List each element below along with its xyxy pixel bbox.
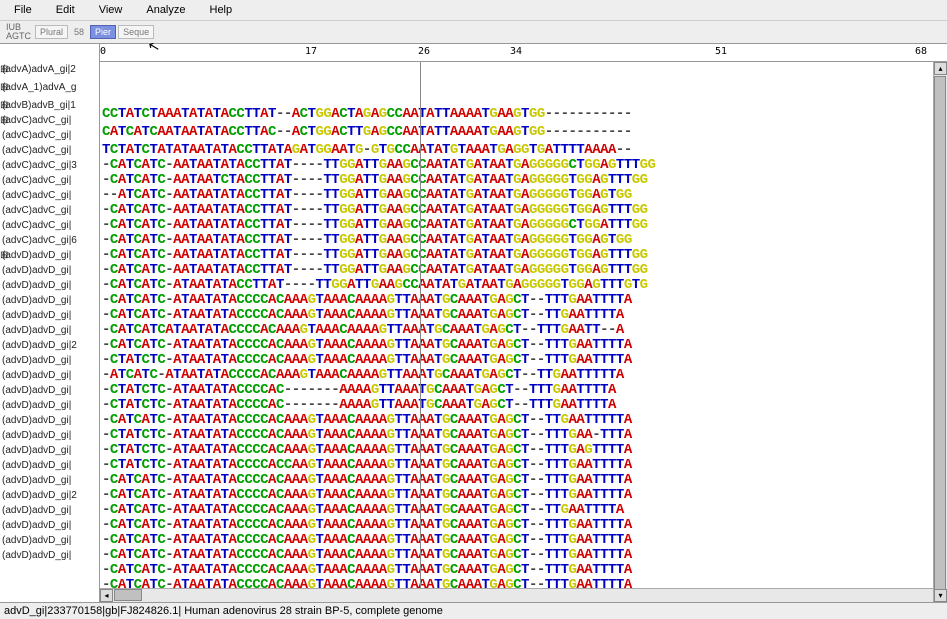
alignment-column: 0 17 26 34 51 68 CCTATCTAAATATATACCTTAT--ACTG… xyxy=(100,44,947,602)
scroll-v-thumb[interactable] xyxy=(934,76,946,602)
sequence-row[interactable]: -CATCATC-AATAATATACCTTAT----TTGGATTGAAGC… xyxy=(102,203,947,218)
sequence-label[interactable]: (advD)advD_gi| xyxy=(0,458,99,473)
sequence-row[interactable]: -CATCATC-ATAATATACCTTAT----TTGGATTGAAGCC… xyxy=(102,278,947,293)
menu-edit[interactable]: Edit xyxy=(46,2,85,18)
sequence-row[interactable]: -CATCATC-AATAATATACCTTAT----TTGGATTGAAGC… xyxy=(102,218,947,233)
toolbar-btn-pier[interactable]: Pier xyxy=(90,25,116,39)
sequence-label[interactable]: (advD)advD_gi| xyxy=(0,533,99,548)
ruler-tick: 51 xyxy=(715,46,727,57)
status-bar: advD_gi|233770158|gb|FJ824826.1| Human a… xyxy=(0,602,947,619)
sequence-row[interactable]: TCTATCTATATAATATACCTTATAGATGGAATG-GTGCCA… xyxy=(102,143,947,158)
horizontal-scrollbar[interactable]: ◂ ▸ xyxy=(100,588,947,602)
sequence-row[interactable]: -CTATCTC-ATAATATACCCCACAAAGTAAACAAAAGTTA… xyxy=(102,353,947,368)
sequence-label[interactable]: (advD)advD_gi| xyxy=(0,428,99,443)
sequence-row[interactable]: -CATCATC-ATAATATACCCCACAAAGTAAACAAAAGTTA… xyxy=(102,413,947,428)
sequence-row[interactable]: -CATCATC-ATAATATACCCCACAAAGTAAACAAAAGTTA… xyxy=(102,473,947,488)
sequence-row[interactable]: -CTATCTC-ATAATATACCCCACAAAGTAAACAAAAGTTA… xyxy=(102,443,947,458)
sequence-row[interactable]: -CATCATC-AATAATATACCTTAT----TTGGATTGAAGC… xyxy=(102,248,947,263)
sequence-label[interactable]: (advD)advD_gi| xyxy=(0,248,99,263)
mode-label: IUB AGTC xyxy=(6,23,31,41)
sequence-label[interactable]: (advD)advD_gi| xyxy=(0,413,99,428)
sequence-row[interactable]: -CATCATC-ATAATATACCCCACAAAGTAAACAAAAGTTA… xyxy=(102,503,947,518)
menu-file[interactable]: File xyxy=(4,2,42,18)
ruler-tick: 0 xyxy=(100,46,106,57)
column-cursor[interactable] xyxy=(420,62,421,588)
sequence-row[interactable]: -CATCATC-ATAATATACCCCACAAAGTAAACAAAAGTTA… xyxy=(102,533,947,548)
sequence-label[interactable]: (advD)advD_gi| xyxy=(0,263,99,278)
mode-agtc: AGTC xyxy=(6,32,31,41)
sequence-label[interactable]: (advA)advA_gi|2 xyxy=(0,62,99,80)
sequence-label[interactable]: (advC)advC_gi| xyxy=(0,128,99,143)
sequence-row[interactable]: -CATCATC-ATAATATACCCCACAAAGTAAACAAAAGTTA… xyxy=(102,338,947,353)
vertical-scrollbar[interactable]: ▴ ▾ xyxy=(933,62,947,602)
alignment-grid[interactable]: CCTATCTAAATATATACCTTAT--ACTGGACTAGAGCCAA… xyxy=(100,62,947,588)
sequence-row[interactable]: -CTATCTC-ATAATATACCCCAC-------AAAAGTTAAA… xyxy=(102,383,947,398)
sequence-label[interactable]: (advD)advD_gi| xyxy=(0,383,99,398)
ruler-tick: 68 xyxy=(915,46,927,57)
sequence-label[interactable]: (advD)advD_gi| xyxy=(0,353,99,368)
sequence-label[interactable]: (advA_1)advA_g xyxy=(0,80,99,98)
sequence-row[interactable]: -CATCATC-ATAATATACCCCACAAAGTAAACAAAAGTTA… xyxy=(102,293,947,308)
toolbar-btn-plural[interactable]: Plural xyxy=(35,25,68,39)
sequence-label[interactable]: (advD)advD_gi|2 xyxy=(0,488,99,503)
sequence-row[interactable]: -CATCATC-AATAATATACCTTAT----TTGGATTGAAGC… xyxy=(102,263,947,278)
sequence-label[interactable]: (advD)advD_gi| xyxy=(0,308,99,323)
sequence-row[interactable]: -CATCATCATAATATACCCCACAAAGTAAACAAAAGTTAA… xyxy=(102,323,947,338)
toolbar-btn-seque[interactable]: Seque xyxy=(118,25,154,39)
scroll-up-arrow[interactable]: ▴ xyxy=(934,62,947,75)
sequence-row[interactable]: -CTATCTC-ATAATATACCCCACAAAGTAAACAAAAGTTA… xyxy=(102,428,947,443)
sequence-row[interactable]: -CATCATC-AATAATCTACCTTAT----TTGGATTGAAGC… xyxy=(102,173,947,188)
sequence-label[interactable]: (advD)advD_gi| xyxy=(0,503,99,518)
sequence-row[interactable]: -CTATCTC-ATAATATACCCCAC-------AAAAGTTAAA… xyxy=(102,398,947,413)
sequence-row[interactable]: -CATCATC-ATAATATACCCCACAAAGTAAACAAAAGTTA… xyxy=(102,308,947,323)
sequence-labels-panel: (advA)advA_gi|2(advA_1)advA_g(advB)advB_… xyxy=(0,44,100,602)
toolbar: IUB AGTC Plural 58 Pier Seque xyxy=(0,21,947,44)
status-text: advD_gi|233770158|gb|FJ824826.1| Human a… xyxy=(4,605,443,617)
ruler-tick: 26 xyxy=(418,46,430,57)
position-ruler: 0 17 26 34 51 68 xyxy=(100,44,947,62)
scroll-h-thumb[interactable] xyxy=(114,589,142,601)
sequence-label[interactable]: (advD)advD_gi|2 xyxy=(0,338,99,353)
sequence-row[interactable]: CCTATCTAAATATATACCTTAT--ACTGGACTAGAGCCAA… xyxy=(102,107,947,125)
sequence-label[interactable]: (advB)advB_gi|1 xyxy=(0,98,99,113)
sequence-label[interactable]: (advC)advC_gi| xyxy=(0,113,99,128)
sequence-label[interactable]: (advC)advC_gi| xyxy=(0,143,99,158)
sequence-label[interactable]: (advD)advD_gi| xyxy=(0,443,99,458)
alignment-viewer: (advA)advA_gi|2(advA_1)advA_g(advB)advB_… xyxy=(0,44,947,602)
sequence-label[interactable]: (advC)advC_gi| xyxy=(0,188,99,203)
sequence-row[interactable]: -CATCATC-ATAATATACCCCACAAAGTAAACAAAAGTTA… xyxy=(102,548,947,563)
menu-bar: FileEditViewAnalyze Help xyxy=(0,0,947,21)
sequence-label[interactable]: (advC)advC_gi| xyxy=(0,173,99,188)
sequence-row[interactable]: -ATCATC-ATAATATACCCCACAAAGTAAACAAAAGTTAA… xyxy=(102,368,947,383)
sequence-label[interactable]: (advC)advC_gi|3 xyxy=(0,158,99,173)
sequence-label[interactable]: (advC)advC_gi| xyxy=(0,203,99,218)
sequence-label[interactable]: (advD)advD_gi| xyxy=(0,548,99,563)
ruler-tick: 17 xyxy=(305,46,317,57)
menu-view[interactable]: View xyxy=(89,2,133,18)
scroll-left-arrow[interactable]: ◂ xyxy=(100,589,113,602)
sequence-row[interactable]: -CATCATC-ATAATATACCCCACAAAGTAAACAAAAGTTA… xyxy=(102,563,947,578)
toolbar-label-58: 58 xyxy=(70,26,88,38)
sequence-row[interactable]: -CATCATC-ATAATATACCCCACAAAGTAAACAAAAGTTA… xyxy=(102,518,947,533)
menu-help[interactable]: Help xyxy=(200,2,243,18)
sequence-label[interactable]: (advD)advD_gi| xyxy=(0,293,99,308)
sequence-label[interactable]: (advD)advD_gi| xyxy=(0,473,99,488)
ruler-tick: 34 xyxy=(510,46,522,57)
scroll-down-arrow[interactable]: ▾ xyxy=(934,589,947,602)
sequence-row[interactable]: -CTATCTC-ATAATATACCCCACCAAGTAAACAAAAGTTA… xyxy=(102,458,947,473)
menu-analyze[interactable]: Analyze xyxy=(136,2,195,18)
sequence-row[interactable]: CATCATCAATAATATACCTTAC--ACTGGACTTGAGCCAA… xyxy=(102,125,947,143)
sequence-label[interactable]: (advD)advD_gi| xyxy=(0,278,99,293)
sequence-row[interactable]: --ATCATC-AATAATATACCTTAT----TTGGATTGAAGC… xyxy=(102,188,947,203)
sequence-row[interactable]: -CATCATC-AATAATATACCTTAT----TTGGATTGAAGC… xyxy=(102,233,947,248)
sequence-row[interactable]: -CATCATC-ATAATATACCCCACAAAGTAAACAAAAGTTA… xyxy=(102,578,947,588)
sequence-label[interactable]: (advD)advD_gi| xyxy=(0,323,99,338)
sequence-label[interactable]: (advC)advC_gi|6 xyxy=(0,233,99,248)
sequence-label[interactable]: (advD)advD_gi| xyxy=(0,518,99,533)
sequence-row[interactable]: -CATCATC-AATAATATACCTTAT----TTGGATTGAAGC… xyxy=(102,158,947,173)
sequence-label[interactable]: (advD)advD_gi| xyxy=(0,398,99,413)
sequence-label[interactable]: (advC)advC_gi| xyxy=(0,218,99,233)
sequence-row[interactable]: -CATCATC-ATAATATACCCCACAAAGTAAACAAAAGTTA… xyxy=(102,488,947,503)
sequence-label[interactable]: (advD)advD_gi| xyxy=(0,368,99,383)
